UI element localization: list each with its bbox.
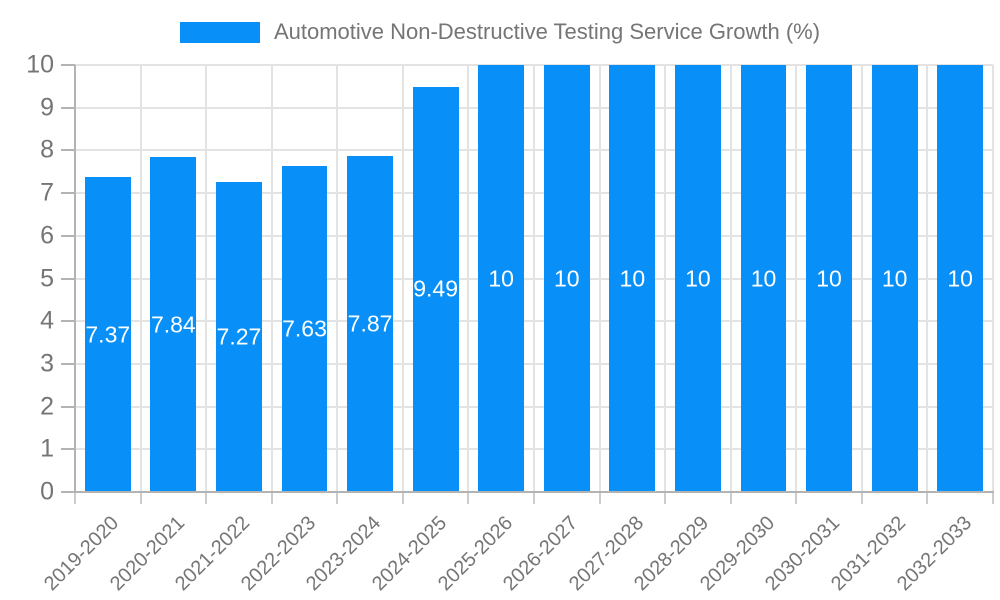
y-tick <box>61 362 75 365</box>
gridline-v <box>598 65 601 492</box>
y-tick <box>61 277 75 280</box>
x-tick <box>270 493 273 504</box>
bar: 10 <box>478 65 525 492</box>
bar: 7.63 <box>281 166 328 492</box>
bar-value-label: 10 <box>685 265 711 291</box>
gridline-v <box>729 65 732 492</box>
bar: 7.87 <box>347 155 393 492</box>
gridline-v <box>664 65 667 492</box>
gridline-v <box>336 65 339 492</box>
gridline-v <box>139 65 142 492</box>
gridline-v <box>401 65 404 492</box>
bar: 10 <box>740 65 787 492</box>
bar: 10 <box>674 65 721 492</box>
y-axis-label: 7 <box>40 178 54 207</box>
bar: 10 <box>806 65 852 492</box>
gridline-v <box>992 65 994 492</box>
y-tick <box>61 149 75 152</box>
bar-value-label: 10 <box>881 265 908 291</box>
y-tick <box>61 320 75 323</box>
gridline-v <box>860 65 863 492</box>
legend[interactable]: Automotive Non-Destructive Testing Servi… <box>0 18 1000 46</box>
bar-value-label: 10 <box>750 265 777 291</box>
y-axis-label: 5 <box>40 264 54 292</box>
y-axis-label: 1 <box>40 434 54 463</box>
bar: 7.37 <box>84 177 131 492</box>
x-tick <box>139 493 142 504</box>
y-tick <box>61 491 75 493</box>
gridline-v <box>795 65 798 492</box>
y-tick <box>61 106 75 109</box>
bar-value-label: 7.84 <box>150 311 196 338</box>
bar: 10 <box>871 65 918 492</box>
x-tick <box>926 493 929 504</box>
bar-value-label: 10 <box>619 265 646 291</box>
bar-value-label: 10 <box>553 265 580 291</box>
x-tick <box>205 493 208 504</box>
bar: 10 <box>543 65 590 492</box>
bar-value-label: 7.37 <box>85 321 131 348</box>
x-tick <box>795 493 798 504</box>
x-tick <box>467 493 470 504</box>
bar-value-label: 7.27 <box>216 323 262 350</box>
x-tick <box>664 493 667 504</box>
x-tick <box>533 493 535 504</box>
bar: 7.27 <box>215 181 262 492</box>
y-tick <box>61 448 75 451</box>
bar-value-label: 10 <box>488 265 514 291</box>
bar-value-label: 7.87 <box>347 310 393 337</box>
x-tick <box>860 493 863 504</box>
x-tick <box>992 493 994 504</box>
y-tick <box>61 234 75 237</box>
x-axis-line <box>74 491 994 493</box>
y-axis-label: 0 <box>40 477 54 506</box>
y-tick <box>61 64 75 66</box>
x-tick <box>729 493 732 504</box>
y-axis-label: 10 <box>26 50 54 79</box>
y-axis-label: 2 <box>40 392 54 421</box>
bar: 9.49 <box>412 86 459 492</box>
x-tick <box>401 493 404 504</box>
gridline-v <box>270 65 273 492</box>
legend-label: Automotive Non-Destructive Testing Servi… <box>273 19 821 44</box>
gridline-v <box>205 65 208 492</box>
y-axis-label: 8 <box>40 135 54 164</box>
bar: 10 <box>937 65 984 492</box>
bar-value-label: 7.63 <box>282 315 327 342</box>
gridline-v <box>467 65 470 492</box>
gridline-v <box>533 65 535 492</box>
bar-value-label: 9.49 <box>413 275 459 302</box>
bar-value-label: 10 <box>947 265 973 291</box>
y-axis-label: 3 <box>40 349 54 378</box>
legend-swatch <box>179 21 260 43</box>
y-tick <box>61 192 75 195</box>
y-axis-line <box>74 65 76 494</box>
gridline-v <box>926 65 929 492</box>
plot-area: 7.37 7.84 7.27 7.63 7.87 9.49 10 10 10 10 10 10 10 10 <box>75 64 994 492</box>
y-axis-label: 9 <box>40 93 54 122</box>
y-tick <box>61 405 75 408</box>
x-tick <box>598 493 601 504</box>
x-tick <box>336 493 339 504</box>
x-tick <box>74 493 76 504</box>
bar-value-label: 10 <box>816 265 842 291</box>
y-axis-label: 6 <box>40 221 54 250</box>
y-axis-label: 4 <box>40 306 54 335</box>
bar: 10 <box>609 65 656 492</box>
bar: 7.84 <box>150 157 197 492</box>
